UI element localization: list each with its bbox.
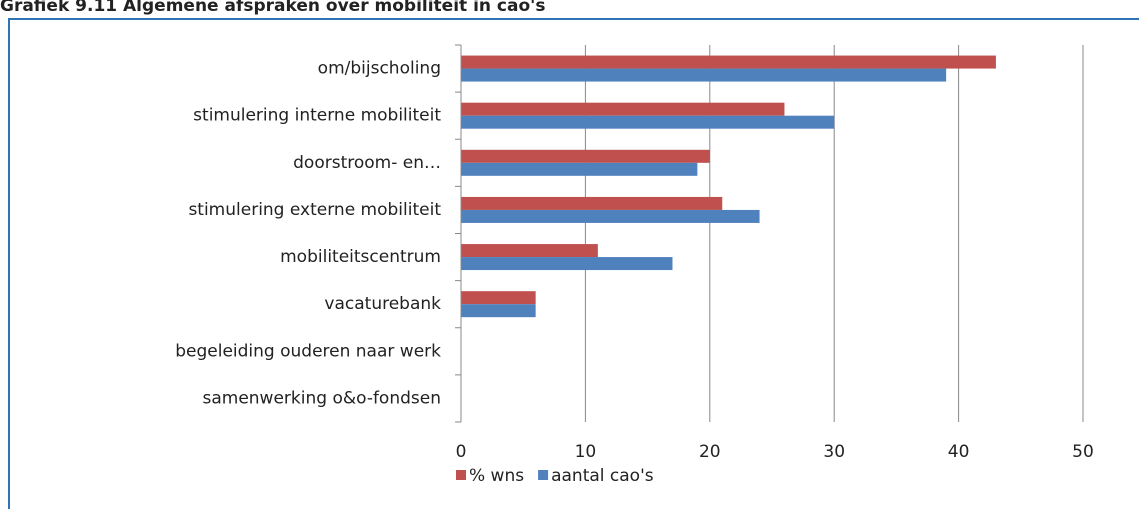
y-tick-label: doorstroom- en…	[293, 153, 441, 173]
y-tick-label: stimulering interne mobiliteit	[193, 106, 441, 126]
y-tick-label: stimulering externe mobiliteit	[188, 200, 441, 220]
x-tick-label: 0	[456, 442, 467, 462]
y-tick-label: begeleiding ouderen naar werk	[175, 341, 441, 361]
bar	[461, 196, 723, 210]
bar	[461, 115, 835, 129]
frame	[8, 18, 1139, 509]
legend-swatch	[456, 470, 466, 480]
chart-title: Grafiek 9.11 Algemene afspraken over mob…	[0, 0, 545, 16]
bar	[461, 304, 536, 318]
bar	[461, 257, 673, 271]
y-tick-label: mobiliteitscentrum	[280, 247, 441, 267]
x-tick-label: 30	[823, 442, 845, 462]
x-tick-label: 20	[699, 442, 721, 462]
x-tick-label: 40	[948, 442, 970, 462]
bar	[461, 102, 785, 116]
bar	[461, 149, 710, 163]
legend-label: % wns	[469, 466, 524, 486]
x-tick-label: 10	[575, 442, 597, 462]
x-tick-label: 50	[1072, 442, 1094, 462]
bar	[461, 55, 996, 69]
y-tick-label: vacaturebank	[324, 294, 441, 314]
legend-swatch	[538, 470, 549, 480]
bar	[461, 68, 947, 82]
bar	[461, 291, 536, 305]
y-tick-label: om/bijscholing	[318, 59, 441, 79]
bar	[461, 209, 760, 223]
bar	[461, 162, 698, 176]
legend-label: aantal cao's	[551, 466, 654, 486]
bar	[461, 244, 598, 258]
y-tick-label: samenwerking o&o-fondsen	[202, 388, 441, 408]
